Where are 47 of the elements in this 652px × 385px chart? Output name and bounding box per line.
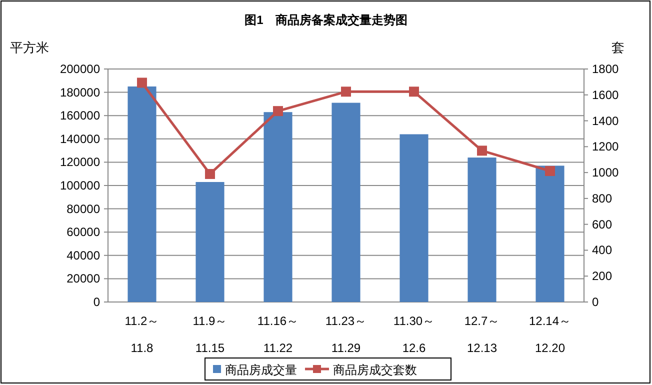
y2-tick-label: 400 <box>592 243 612 258</box>
x-tick-label: 12.14～ 12.20 <box>528 314 572 355</box>
point <box>477 146 487 156</box>
y2-tick-label: 1400 <box>592 114 620 128</box>
point <box>545 166 555 176</box>
y-tick-label: 80000 <box>66 202 100 216</box>
legend-label: 商品房成交量 <box>225 363 297 377</box>
y2-tick-label: 1200 <box>592 140 620 154</box>
y-tick-label: 200000 <box>60 62 100 76</box>
point <box>273 106 283 116</box>
y-tick-label: 60000 <box>66 225 100 240</box>
y2-tick-label: 1800 <box>592 62 620 76</box>
bar <box>400 134 428 302</box>
y-tick-label: 20000 <box>66 272 100 286</box>
legend-label: 商品房成交套数 <box>333 363 417 377</box>
y2-axis-title: 套 <box>612 40 624 55</box>
x-tick-label: 11.2～ 11.8 <box>124 314 160 355</box>
y-tick-label: 0 <box>93 295 100 309</box>
y-tick-label: 120000 <box>60 155 100 170</box>
y2-tick-label: 1600 <box>592 88 620 102</box>
bar <box>264 112 292 302</box>
y2-tick-label: 0 <box>592 295 599 309</box>
y-axis-title: 平方米 <box>10 40 49 55</box>
y-tick-label: 160000 <box>60 108 100 123</box>
bar <box>332 102 360 302</box>
y2-tick-label: 600 <box>592 217 612 232</box>
y2-tick-label: 1000 <box>592 166 620 180</box>
x-tick-label: 12.7～ 12.13 <box>464 314 500 355</box>
x-tick-label: 11.16～ 11.22 <box>257 314 299 355</box>
y-tick-label: 100000 <box>60 178 100 192</box>
x-tick-label: 11.23～ 11.29 <box>325 314 367 355</box>
point <box>137 78 147 88</box>
x-tick-label: 11.30～ 12.6 <box>393 314 435 355</box>
chart-title: 图1 商品房备案成交量走势图 <box>244 13 408 27</box>
x-tick-label: 11.9～ 11.15 <box>192 314 228 355</box>
y2-tick-label: 200 <box>592 269 612 284</box>
y-tick-label: 180000 <box>60 85 100 100</box>
bar <box>128 86 156 302</box>
point <box>205 168 215 179</box>
y2-tick-label: 800 <box>592 191 612 206</box>
bar <box>196 182 224 302</box>
y-tick-label: 40000 <box>66 248 100 262</box>
bar <box>468 158 496 302</box>
point <box>409 86 419 97</box>
point <box>341 86 351 97</box>
bar <box>536 166 564 302</box>
y-tick-label: 140000 <box>60 132 100 146</box>
